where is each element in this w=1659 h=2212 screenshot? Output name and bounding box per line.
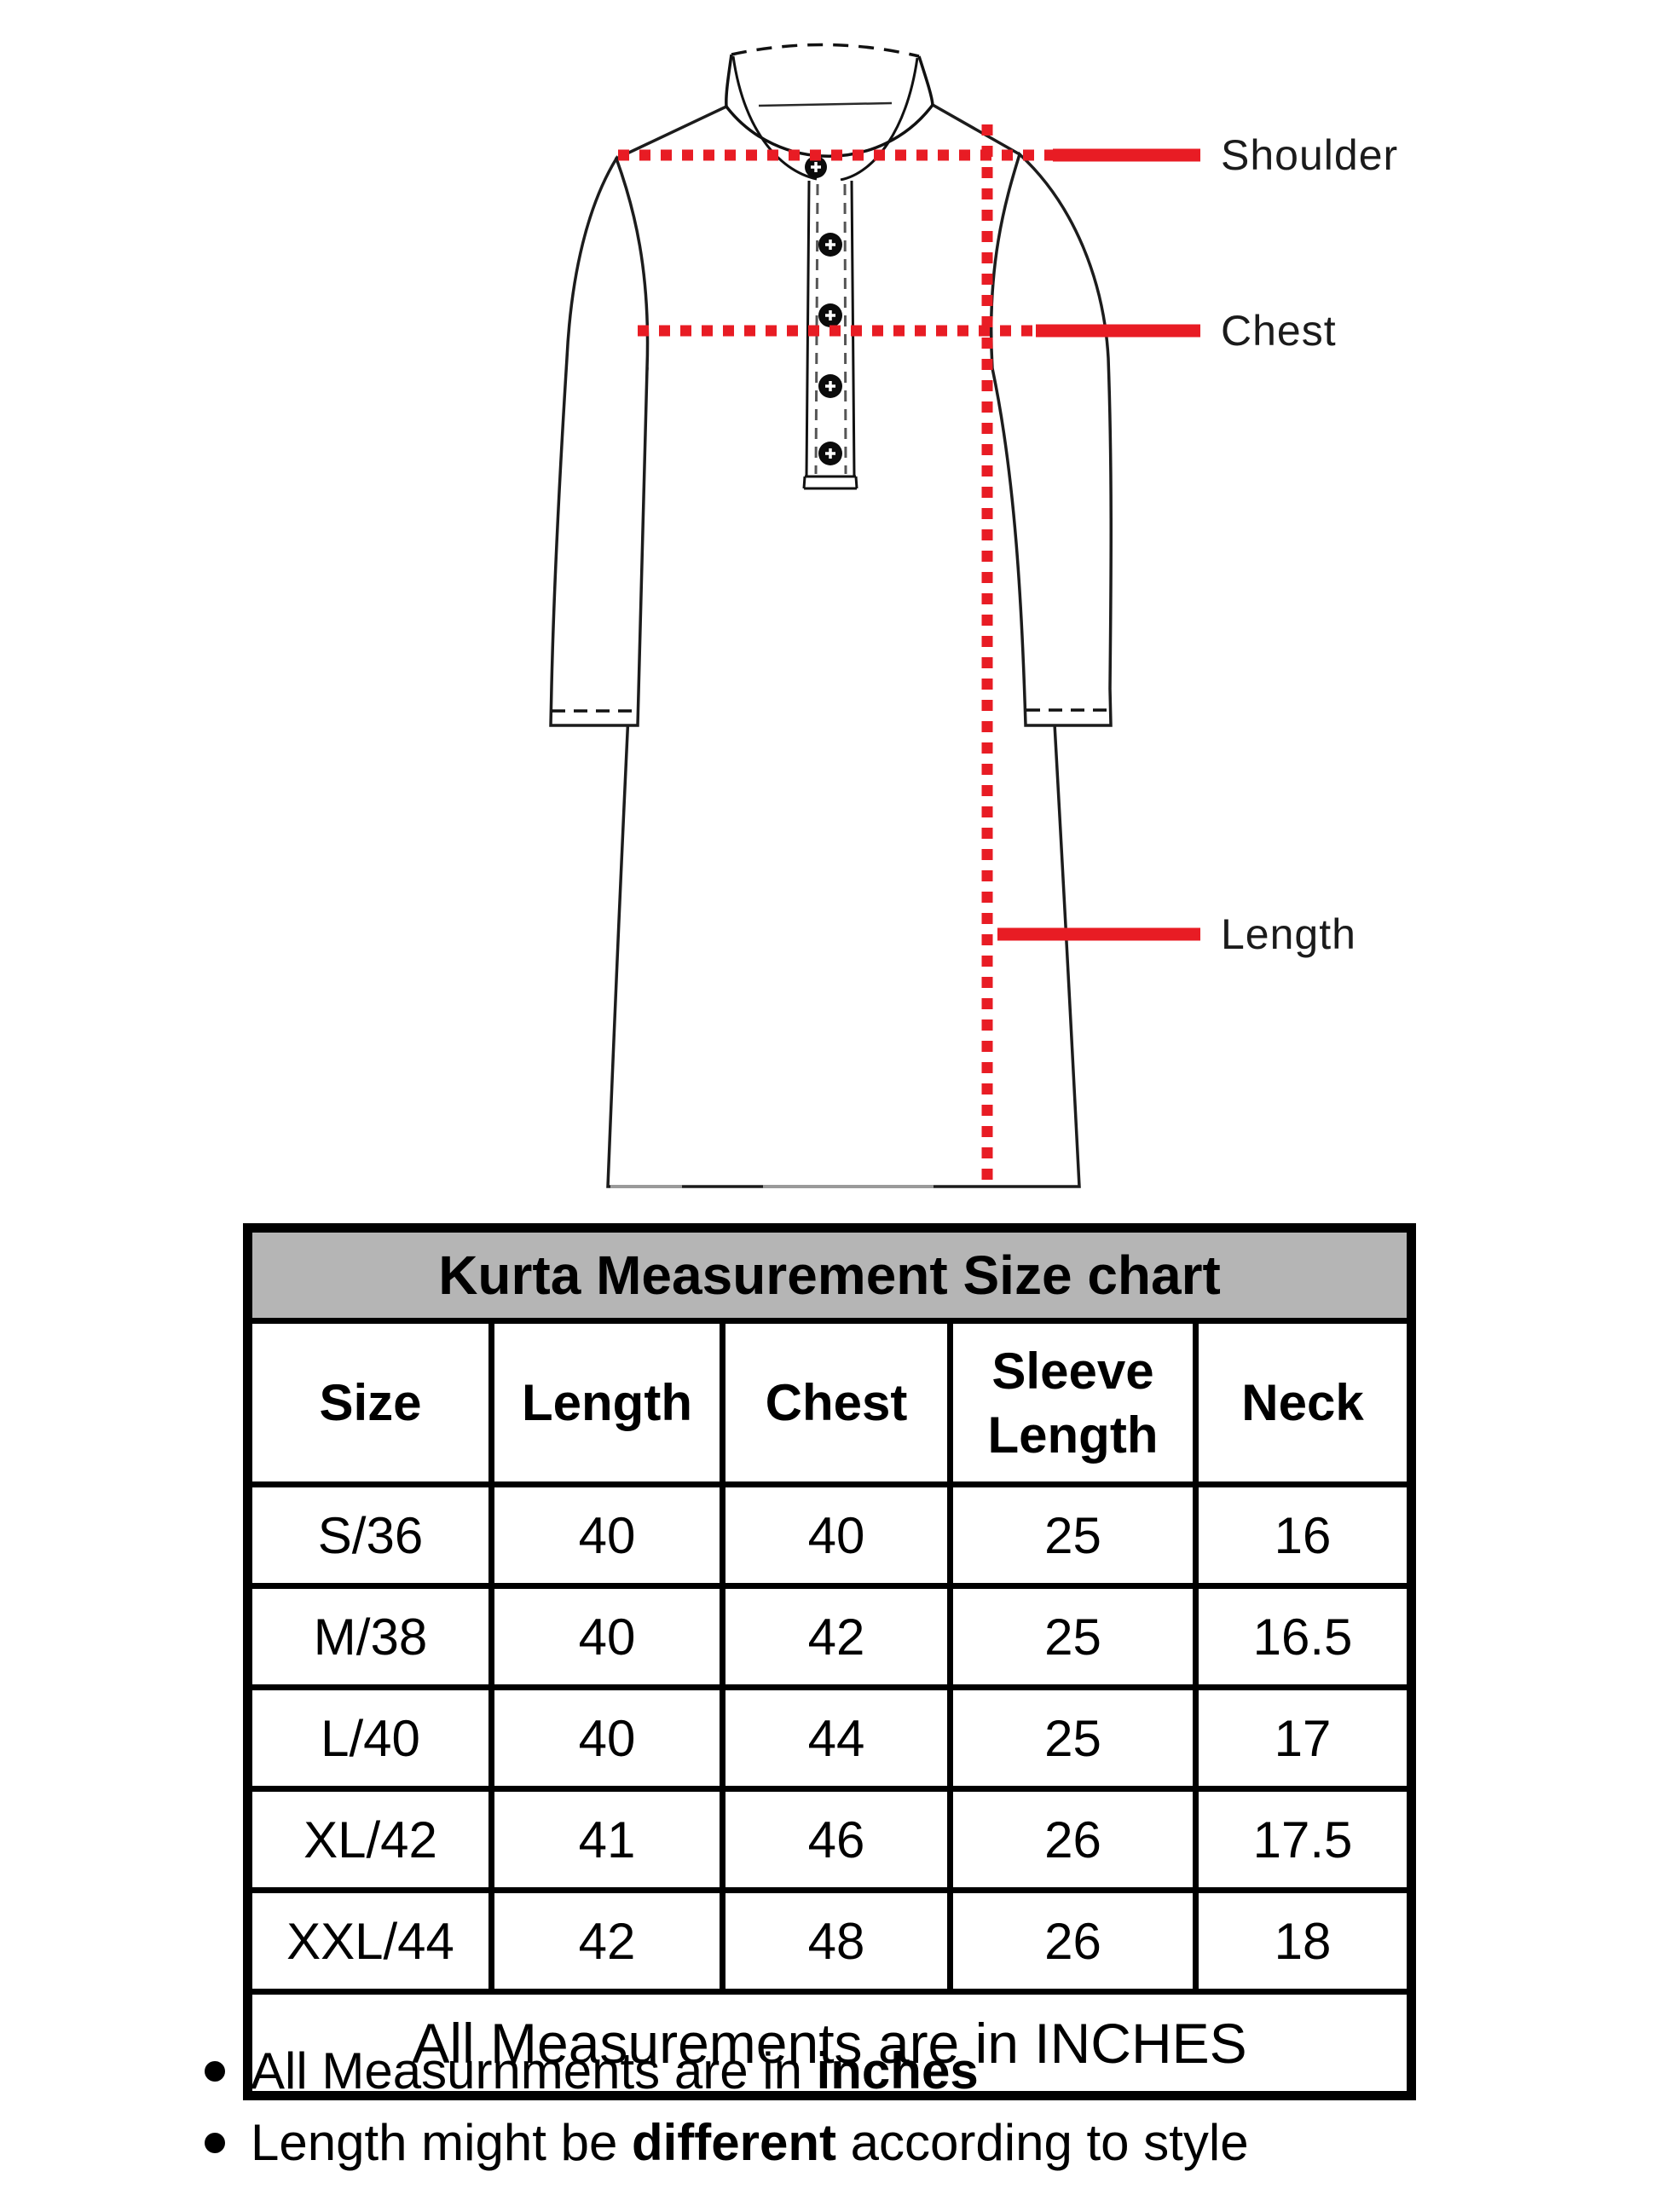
collar-bottom-curve [725, 103, 934, 158]
table-header-row: Size Length Chest Sleeve Length Neck [245, 1318, 1415, 1487]
table-cell: XXL/44 [245, 1887, 494, 1995]
collar-back-seam [758, 101, 893, 107]
chest-label: Chest [1221, 307, 1337, 355]
table-cell: 17 [1192, 1684, 1415, 1792]
table-footer-row: All Measurements are in INCHES [244, 1989, 1415, 2099]
notes-list: All Measurnments are in inches Length mi… [205, 2042, 1249, 2172]
table-cell: M/38 [245, 1583, 494, 1690]
table-row-s36: S/36 40 40 25 16 [245, 1481, 1415, 1589]
table-cell: 25 [947, 1684, 1199, 1792]
note-text: Length might be different according to s… [251, 2114, 1249, 2171]
table-title-row: Kurta Measurement Size chart [244, 1225, 1415, 1324]
column-header-size: Size [245, 1318, 494, 1487]
length-label: Length [1221, 910, 1356, 958]
table-cell: 44 [720, 1684, 953, 1792]
kurta-diagram: Shoulder Chest Length [549, 43, 1398, 1188]
table-cell: XL/42 [245, 1786, 494, 1893]
column-header-length: Length [488, 1318, 725, 1487]
table-cell: 40 [720, 1481, 953, 1589]
table-cell: 40 [488, 1481, 725, 1589]
bullet-icon [205, 2061, 225, 2082]
collar-fill [725, 44, 933, 157]
collar-side-edges [725, 54, 934, 107]
table-row-xxl44: XXL/44 42 48 26 18 [245, 1887, 1415, 1995]
table-cell: 16.5 [1192, 1583, 1415, 1690]
table-title: Kurta Measurement Size chart [244, 1225, 1415, 1324]
table-cell: 41 [488, 1786, 725, 1893]
table-cell: 40 [488, 1684, 725, 1792]
inner-neckline [731, 55, 919, 182]
column-header-neck: Neck [1192, 1318, 1415, 1487]
column-header-sleeve-length: Sleeve Length [947, 1318, 1199, 1487]
note-item-inches: All Measurnments are in inches [205, 2042, 1249, 2100]
bullet-icon [205, 2133, 225, 2153]
table-cell: 42 [720, 1583, 953, 1690]
table-cell: 42 [488, 1887, 725, 1995]
table-cell: 26 [947, 1887, 1199, 1995]
table-cell: S/36 [245, 1481, 494, 1589]
kurta-left-sleeve [549, 154, 650, 727]
shoulder-label: Shoulder [1221, 131, 1398, 179]
size-chart-table: Kurta Measurement Size chart Size Length… [243, 1223, 1417, 2100]
placket-inner-dashes [814, 183, 847, 475]
table-footer-note: All Measurements are in INCHES [244, 1989, 1415, 2099]
table-cell: 48 [720, 1887, 953, 1995]
table-cell: 25 [947, 1583, 1199, 1690]
column-header-chest: Chest [720, 1318, 953, 1487]
table-cell: L/40 [245, 1684, 494, 1792]
table-cell: 46 [720, 1786, 953, 1893]
table-cell: 18 [1192, 1887, 1415, 1995]
note-text: All Measurnments are in inches [251, 2042, 979, 2099]
note-item-length-style: Length might be different according to s… [205, 2114, 1249, 2172]
table-cell: 17.5 [1192, 1786, 1415, 1893]
table-cell: 26 [947, 1786, 1199, 1893]
table-cell: 40 [488, 1583, 725, 1690]
collar-top-arc [731, 43, 920, 58]
table-cell: 25 [947, 1481, 1199, 1589]
table-row-l40: L/40 40 44 25 17 [245, 1684, 1415, 1792]
placket-bottom-tab [802, 475, 858, 490]
table-cell: 16 [1192, 1481, 1415, 1589]
table-row-m38: M/38 40 42 25 16.5 [245, 1583, 1415, 1690]
table-row-xl42: XL/42 41 46 26 17.5 [245, 1786, 1415, 1893]
button-icons [805, 156, 842, 465]
